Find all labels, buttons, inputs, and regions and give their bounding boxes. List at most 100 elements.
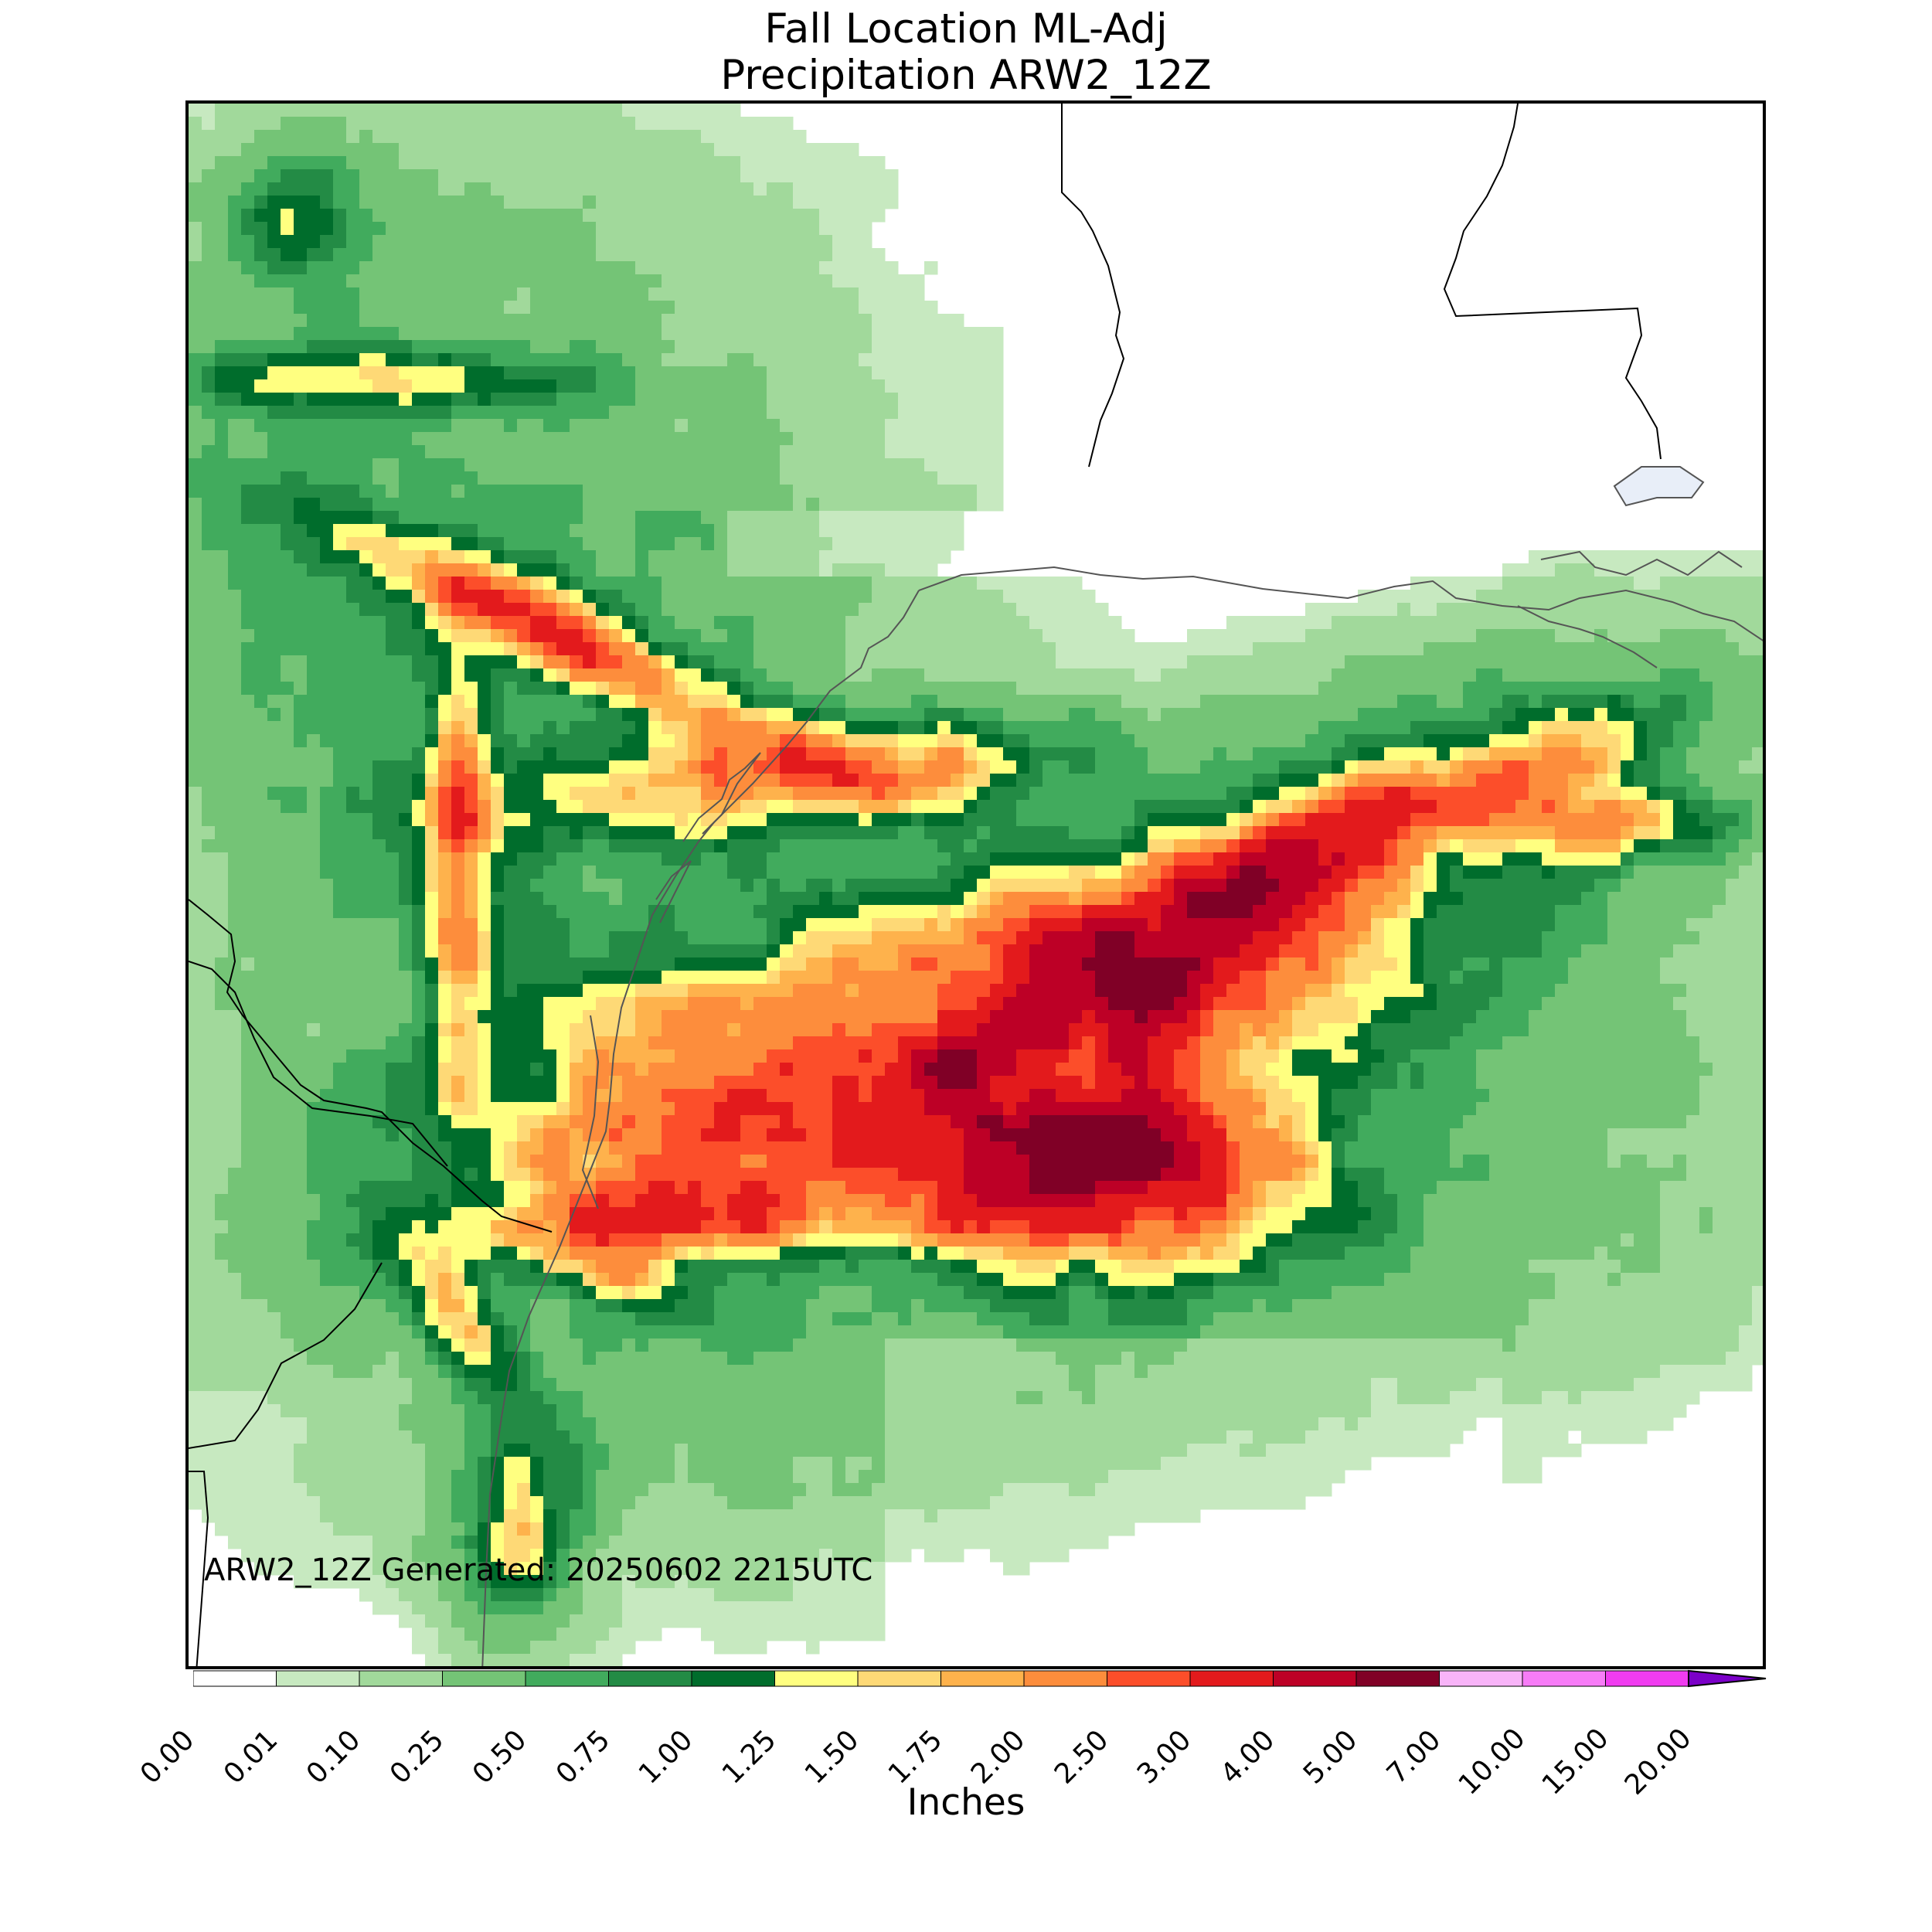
precip-cell [1187,760,1201,774]
precip-cell [806,445,820,459]
precip-cell [1148,800,1162,814]
precip-cell [1371,760,1385,774]
precip-cell [346,104,360,117]
precip-cell [583,682,597,696]
precip-cell [189,603,202,617]
precip-cell [1384,642,1398,656]
precip-cell [845,563,859,577]
precip-cell [1476,642,1490,656]
precip-cell [635,471,649,485]
precip-cell [924,366,938,380]
precip-cell [464,826,478,840]
precip-cell [977,747,991,761]
precip-cell [885,839,899,853]
precip-cell [753,511,767,525]
precip-cell [517,590,531,604]
precip-cell [228,603,242,617]
precip-cell [241,432,255,446]
precip-cell [898,314,912,328]
precip-cell [189,235,202,249]
precip-cell [333,196,347,209]
precip-cell [1148,695,1162,709]
precip-cell [320,498,334,512]
precip-cell [1765,747,1766,761]
precip-cell [1752,668,1763,682]
precip-cell [1095,839,1109,853]
precip-cell [438,655,452,669]
precip-cell [951,577,964,590]
precip-cell [872,432,886,446]
precip-cell [372,524,386,538]
precip-cell [767,563,781,577]
precip-cell [1673,695,1687,709]
precip-cell [451,603,465,617]
precip-cell [635,577,649,590]
precip-cell [202,261,216,275]
precip-cell [622,577,636,590]
precip-cell [1082,655,1096,669]
precip-cell [1174,760,1188,774]
precip-cell [806,774,820,787]
precip-cell [583,471,597,485]
precip-cell [425,406,439,420]
precip-cell [215,721,229,735]
precip-cell [1056,774,1070,787]
precip-cell [780,432,794,446]
precip-cell [688,327,702,341]
precip-cell [189,248,202,262]
precip-cell [648,130,662,144]
precip-cell [412,734,426,748]
precip-cell [333,222,347,236]
precip-cell [254,563,268,577]
precip-cell [372,209,386,223]
precip-cell [1332,655,1345,669]
precip-cell [333,130,347,144]
precip-cell [701,261,715,275]
precip-cell [307,314,321,328]
precip-cell [1226,629,1240,643]
precip-cell [1134,747,1148,761]
precip-cell [727,892,741,906]
precip-cell [556,471,570,485]
precip-cell [780,143,794,157]
precip-cell [845,800,859,814]
precip-cell [491,485,505,498]
precip-cell [635,287,649,301]
precip-cell [504,800,518,814]
precip-cell [1634,695,1648,709]
precip-cell [767,550,781,564]
precip-cell [1502,800,1516,814]
precip-cell [1739,642,1753,656]
precip-cell [1148,852,1162,866]
precipitation-field [189,104,1766,1666]
precip-cell [898,734,912,748]
precip-cell [281,104,294,117]
precip-cell [294,432,308,446]
precip-cell [806,248,820,262]
precip-cell [1660,642,1674,656]
precip-cell [1765,695,1766,709]
precip-cell [819,682,833,696]
precip-cell [806,458,820,472]
precip-cell [714,813,728,827]
precip-cell [425,366,439,380]
precip-cell [1450,774,1464,787]
precip-cell [609,774,623,787]
precip-cell [372,196,386,209]
precip-cell [1161,866,1175,879]
map-title-line2: Precipitation ARW2_12Z [720,52,1212,99]
precip-cell [1148,774,1162,787]
precip-cell [648,104,662,117]
precip-cell [320,708,334,722]
precip-cell [189,629,202,643]
precip-cell [1082,800,1096,814]
precip-cell [1345,629,1359,643]
precip-cell [701,892,715,906]
precip-cell [320,852,334,866]
precip-cell [1187,734,1201,748]
precip-cell [701,839,715,853]
precip-cell [1607,747,1621,761]
precip-cell [1713,839,1726,853]
precip-cell [372,721,386,735]
precip-cell [333,852,347,866]
